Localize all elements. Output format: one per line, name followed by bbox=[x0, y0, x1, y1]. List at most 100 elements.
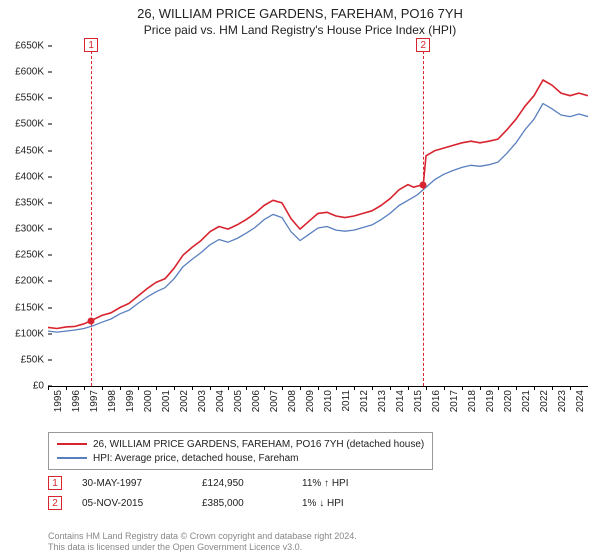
x-axis-tick-label: 2021 bbox=[521, 390, 532, 412]
y-axis-tick-label: £400K bbox=[2, 171, 44, 182]
x-axis-tick-mark bbox=[300, 386, 301, 390]
x-axis-tick-mark bbox=[318, 386, 319, 390]
x-axis-tick-mark bbox=[336, 386, 337, 390]
x-axis-tick-mark bbox=[480, 386, 481, 390]
x-axis-tick-label: 2010 bbox=[323, 390, 334, 412]
x-axis-tick-mark bbox=[534, 386, 535, 390]
transaction-delta: 11% ↑ HPI bbox=[302, 478, 349, 489]
x-axis-tick-mark bbox=[552, 386, 553, 390]
x-axis-tick-label: 2006 bbox=[251, 390, 262, 412]
x-axis-tick-label: 2012 bbox=[359, 390, 370, 412]
y-axis-tick-label: £0 bbox=[2, 381, 44, 392]
x-axis-tick-mark bbox=[174, 386, 175, 390]
transaction-row: 205-NOV-2015£385,0001% ↓ HPI bbox=[48, 496, 344, 510]
chart-subtitle: Price paid vs. HM Land Registry's House … bbox=[0, 21, 600, 37]
transaction-delta: 1% ↓ HPI bbox=[302, 498, 344, 509]
transaction-row: 130-MAY-1997£124,95011% ↑ HPI bbox=[48, 476, 349, 490]
legend-entry: HPI: Average price, detached house, Fare… bbox=[57, 451, 424, 465]
y-axis-tick-mark bbox=[48, 229, 52, 230]
y-axis-tick-label: £500K bbox=[2, 119, 44, 130]
x-axis-tick-mark bbox=[516, 386, 517, 390]
x-axis-tick-label: 2004 bbox=[215, 390, 226, 412]
event-badge: 2 bbox=[416, 38, 430, 52]
footer-attribution: Contains HM Land Registry data © Crown c… bbox=[48, 531, 357, 554]
x-axis-tick-mark bbox=[156, 386, 157, 390]
y-axis-tick-label: £250K bbox=[2, 250, 44, 261]
y-axis-tick-mark bbox=[48, 176, 52, 177]
chart-container: 26, WILLIAM PRICE GARDENS, FAREHAM, PO16… bbox=[0, 0, 600, 560]
x-axis-tick-label: 1996 bbox=[71, 390, 82, 412]
x-axis-tick-mark bbox=[138, 386, 139, 390]
y-axis-tick-mark bbox=[48, 255, 52, 256]
x-axis-tick-label: 2023 bbox=[557, 390, 568, 412]
y-axis-tick-label: £50K bbox=[2, 354, 44, 365]
x-axis-tick-mark bbox=[66, 386, 67, 390]
x-axis-tick-label: 2003 bbox=[197, 390, 208, 412]
x-axis-tick-mark bbox=[48, 386, 49, 390]
plot-region: £0£50K£100K£150K£200K£250K£300K£350K£400… bbox=[48, 46, 588, 387]
event-marker-line bbox=[91, 46, 92, 386]
legend-label: 26, WILLIAM PRICE GARDENS, FAREHAM, PO16… bbox=[93, 439, 424, 450]
y-axis-tick-mark bbox=[48, 72, 52, 73]
x-axis-tick-label: 2022 bbox=[539, 390, 550, 412]
x-axis-tick-label: 2024 bbox=[575, 390, 586, 412]
chart-area: £0£50K£100K£150K£200K£250K£300K£350K£400… bbox=[48, 46, 588, 416]
x-axis-tick-label: 2008 bbox=[287, 390, 298, 412]
x-axis-tick-mark bbox=[426, 386, 427, 390]
legend-entry: 26, WILLIAM PRICE GARDENS, FAREHAM, PO16… bbox=[57, 437, 424, 451]
x-axis-tick-mark bbox=[192, 386, 193, 390]
x-axis-tick-mark bbox=[246, 386, 247, 390]
y-axis-tick-mark bbox=[48, 307, 52, 308]
legend-swatch-icon bbox=[57, 443, 87, 445]
x-axis-tick-mark bbox=[498, 386, 499, 390]
y-axis-tick-label: £450K bbox=[2, 145, 44, 156]
x-axis-tick-mark bbox=[210, 386, 211, 390]
x-axis-tick-mark bbox=[354, 386, 355, 390]
x-axis-tick-label: 2007 bbox=[269, 390, 280, 412]
legend-label: HPI: Average price, detached house, Fare… bbox=[93, 453, 299, 464]
transaction-date: 05-NOV-2015 bbox=[82, 498, 182, 509]
x-axis-tick-mark bbox=[282, 386, 283, 390]
x-axis-tick-mark bbox=[408, 386, 409, 390]
legend-swatch-icon bbox=[57, 457, 87, 459]
y-axis-tick-mark bbox=[48, 333, 52, 334]
chart-title: 26, WILLIAM PRICE GARDENS, FAREHAM, PO16… bbox=[0, 0, 600, 21]
x-axis-tick-label: 2016 bbox=[431, 390, 442, 412]
legend: 26, WILLIAM PRICE GARDENS, FAREHAM, PO16… bbox=[48, 432, 433, 470]
x-axis-tick-label: 2002 bbox=[179, 390, 190, 412]
y-axis-tick-mark bbox=[48, 202, 52, 203]
y-axis-tick-mark bbox=[48, 150, 52, 151]
y-axis-tick-mark bbox=[48, 124, 52, 125]
x-axis-tick-label: 2000 bbox=[143, 390, 154, 412]
y-axis-tick-label: £200K bbox=[2, 276, 44, 287]
event-point-icon bbox=[88, 317, 95, 324]
transaction-date: 30-MAY-1997 bbox=[82, 478, 182, 489]
x-axis-tick-label: 2020 bbox=[503, 390, 514, 412]
x-axis-tick-mark bbox=[228, 386, 229, 390]
series-line-hpi bbox=[48, 104, 588, 333]
x-axis-tick-mark bbox=[390, 386, 391, 390]
y-axis-tick-mark bbox=[48, 359, 52, 360]
event-point-icon bbox=[420, 181, 427, 188]
x-axis-tick-mark bbox=[102, 386, 103, 390]
x-axis-tick-mark bbox=[444, 386, 445, 390]
event-badge: 1 bbox=[84, 38, 98, 52]
y-axis-tick-mark bbox=[48, 98, 52, 99]
transaction-price: £385,000 bbox=[202, 498, 282, 509]
event-marker-line bbox=[423, 46, 424, 386]
footer-line-1: Contains HM Land Registry data © Crown c… bbox=[48, 531, 357, 543]
series-line-price_paid bbox=[48, 80, 588, 329]
x-axis-tick-label: 1999 bbox=[125, 390, 136, 412]
x-axis-tick-mark bbox=[84, 386, 85, 390]
x-axis-tick-mark bbox=[264, 386, 265, 390]
x-axis-tick-label: 2009 bbox=[305, 390, 316, 412]
y-axis-tick-label: £550K bbox=[2, 93, 44, 104]
x-axis-tick-label: 1998 bbox=[107, 390, 118, 412]
x-axis-tick-mark bbox=[570, 386, 571, 390]
y-axis-tick-label: £150K bbox=[2, 302, 44, 313]
y-axis-tick-label: £350K bbox=[2, 197, 44, 208]
y-axis-tick-label: £100K bbox=[2, 328, 44, 339]
x-axis-tick-label: 2018 bbox=[467, 390, 478, 412]
x-axis-tick-label: 2011 bbox=[341, 390, 352, 412]
x-axis-tick-label: 2005 bbox=[233, 390, 244, 412]
